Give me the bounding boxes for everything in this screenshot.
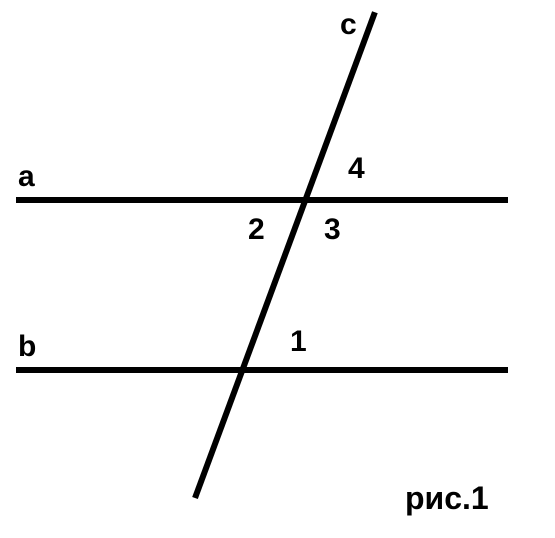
geometry-figure: a b c 1 2 34 рис.1 — [0, 0, 555, 538]
line-b — [16, 367, 508, 373]
line-c — [192, 11, 378, 499]
line-label-b: b — [18, 330, 36, 364]
angle-label-4: 4 — [348, 152, 365, 186]
line-a — [16, 197, 508, 203]
angle-label-1: 1 — [290, 325, 307, 359]
angle-label-3: 3 — [324, 213, 341, 247]
line-label-a: a — [18, 160, 35, 194]
figure-caption: рис.1 — [405, 480, 489, 517]
line-label-c: c — [340, 8, 357, 42]
angle-label-2: 2 — [248, 213, 265, 247]
